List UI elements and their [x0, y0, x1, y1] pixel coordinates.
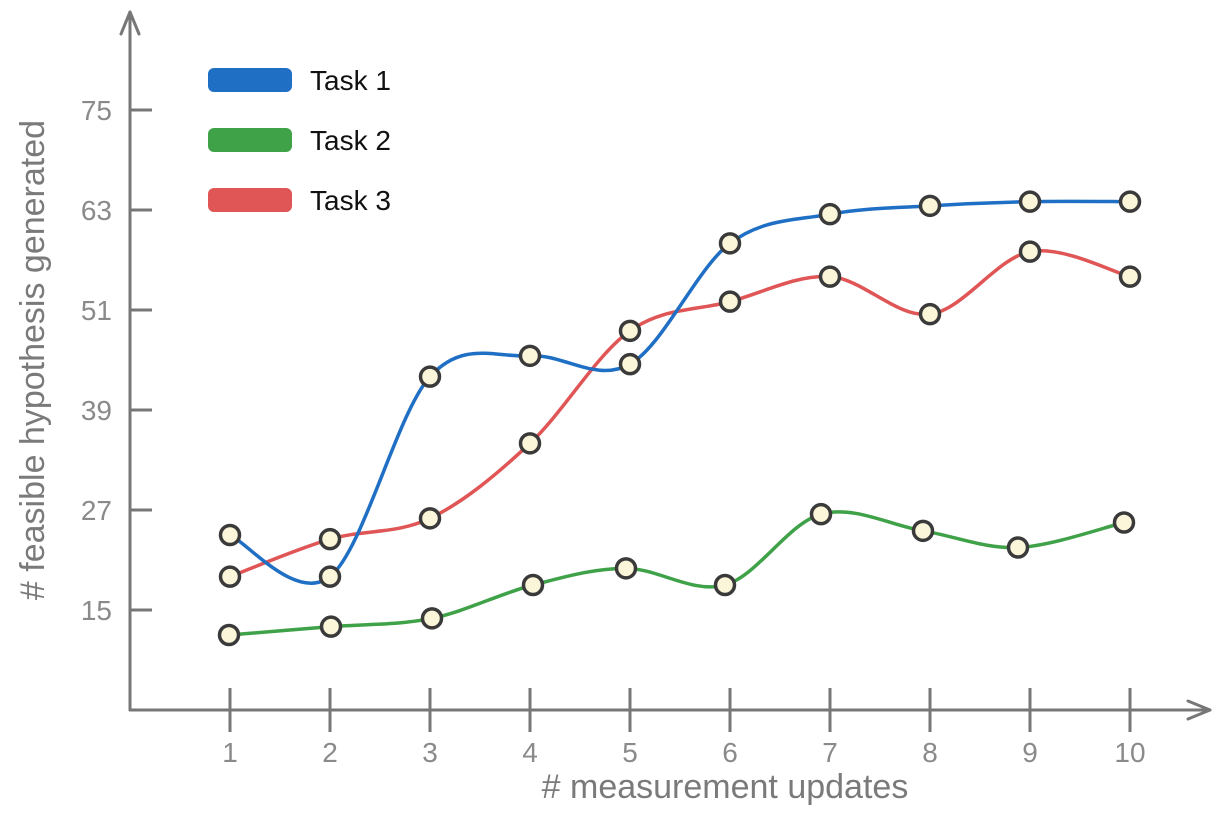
data-point-task-1: [318, 565, 342, 588]
data-points: [217, 190, 1142, 647]
x-tick-label: 10: [1114, 737, 1145, 768]
x-tick-label: 2: [322, 737, 338, 768]
x-axis-label: # measurement updates: [542, 768, 909, 806]
data-point-task-1: [918, 194, 942, 218]
data-point-task-1: [1018, 190, 1042, 213]
series-line-task-2: [227, 510, 1126, 637]
data-point-task-3: [518, 432, 542, 455]
y-axis-arrow: [119, 10, 141, 36]
legend-swatch-task-1: [208, 68, 292, 92]
data-point-task-1: [518, 344, 542, 368]
data-point-task-2: [911, 519, 935, 543]
y-tick-label: 27: [81, 495, 112, 526]
x-tick-label: 6: [722, 737, 738, 768]
x-tick-label: 8: [922, 737, 938, 768]
x-tick-label: 9: [1022, 737, 1038, 768]
data-point-task-1: [618, 352, 642, 376]
legend-label-task-1: Task 1: [310, 65, 391, 96]
x-tick-label: 4: [522, 737, 538, 768]
data-point-task-2: [1006, 536, 1030, 559]
data-point-task-3: [1118, 265, 1142, 288]
data-point-task-1: [1118, 190, 1142, 213]
legend: Task 1 Task 2 Task 3: [208, 65, 391, 216]
data-point-task-3: [218, 565, 242, 588]
legend-swatch-task-3: [208, 188, 292, 212]
y-tick-label: 15: [81, 595, 112, 626]
data-point-task-3: [318, 527, 342, 551]
series-lines: [227, 199, 1132, 637]
y-tick-label: 75: [81, 95, 112, 126]
data-point-task-2: [420, 607, 444, 630]
legend-label-task-3: Task 3: [310, 185, 391, 216]
legend-label-task-2: Task 2: [310, 125, 391, 156]
data-point-task-3: [1018, 240, 1042, 263]
data-point-task-2: [217, 623, 241, 647]
x-tick-label: 7: [822, 737, 838, 768]
legend-swatch-task-2: [208, 128, 292, 152]
axes: 15 27 39 51 63 75 1 2 3 4 5 6 7 8 9 10: [81, 10, 1212, 768]
y-tick-label: 63: [81, 195, 112, 226]
data-point-task-3: [818, 265, 842, 288]
series-line-task-1: [228, 199, 1132, 585]
data-point-task-1: [718, 232, 742, 255]
data-point-task-2: [319, 615, 343, 638]
x-tick-label: 3: [422, 737, 438, 768]
data-point-task-3: [918, 302, 942, 326]
data-point-task-2: [614, 557, 638, 580]
data-point-task-1: [418, 365, 442, 388]
data-point-task-2: [521, 573, 545, 597]
data-point-task-2: [1112, 511, 1136, 534]
data-point-task-2: [809, 502, 833, 526]
data-point-task-3: [618, 319, 642, 343]
x-axis-arrow: [1186, 699, 1212, 721]
x-tick-label: 1: [222, 737, 238, 768]
y-tick-label: 39: [81, 395, 112, 426]
x-tick-label: 5: [622, 737, 638, 768]
data-point-task-3: [718, 290, 742, 313]
series-line-task-3: [228, 248, 1132, 579]
y-axis-label: # feasible hypothesis generated: [14, 120, 52, 600]
data-point-task-3: [418, 507, 442, 530]
data-point-task-1: [818, 202, 842, 226]
y-tick-label: 51: [81, 295, 112, 326]
data-point-task-1: [218, 523, 242, 547]
data-point-task-2: [713, 573, 737, 597]
